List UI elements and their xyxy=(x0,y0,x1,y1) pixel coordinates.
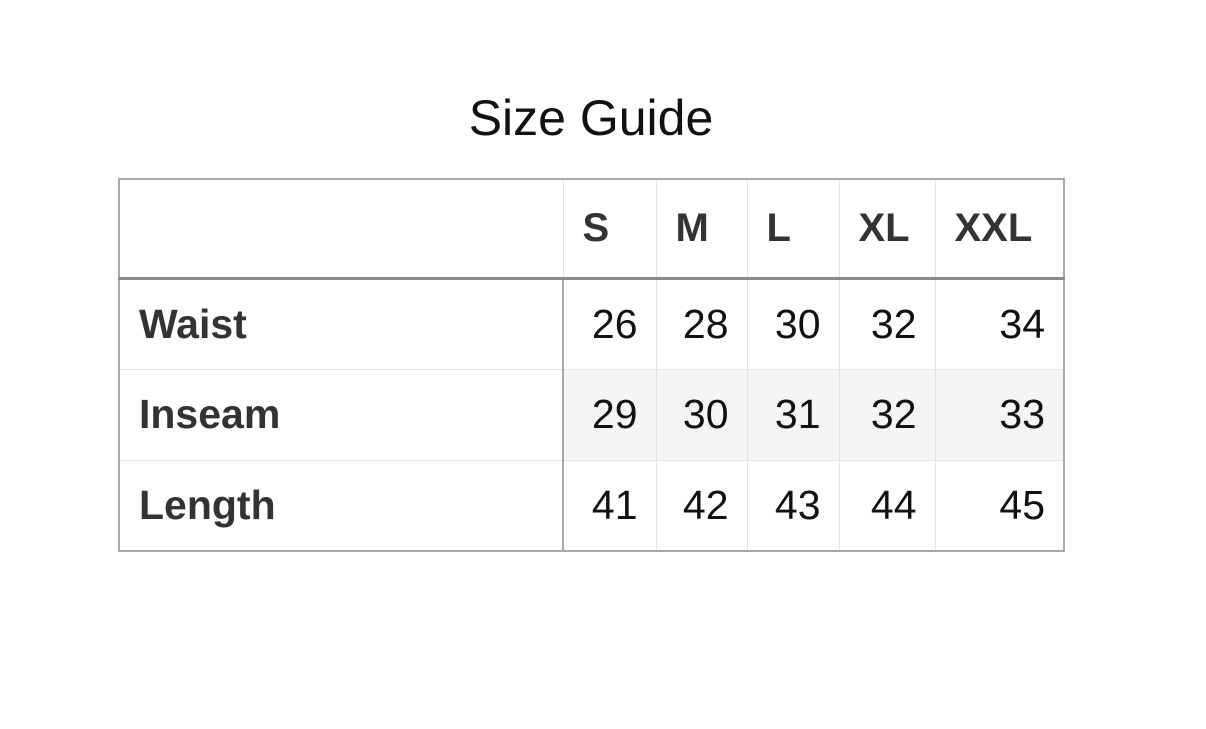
row-label: Length xyxy=(119,459,564,551)
header-size-s: S xyxy=(562,179,656,280)
table-cell: 30 xyxy=(655,368,747,460)
header-size-xl: XL xyxy=(838,179,935,280)
table-row-waist: Waist 26 28 30 32 34 xyxy=(119,277,1064,369)
table-cell: 44 xyxy=(838,459,935,551)
table-cell: 29 xyxy=(562,368,656,460)
header-blank-cell xyxy=(119,179,563,280)
table-cell: 31 xyxy=(746,368,839,460)
header-size-xxl: XXL xyxy=(934,179,1064,280)
header-size-m: M xyxy=(655,179,747,280)
page-title: Size Guide xyxy=(468,90,714,146)
table-cell: 45 xyxy=(934,459,1064,551)
table-cell: 26 xyxy=(562,277,656,369)
table-cell: 28 xyxy=(655,277,747,369)
table-cell: 32 xyxy=(838,277,935,369)
table-cell: 42 xyxy=(655,459,747,551)
table-cell: 41 xyxy=(562,459,656,551)
size-guide-table: S M L XL XXL Waist 26 28 30 32 34 Inseam… xyxy=(118,178,1065,552)
row-label: Waist xyxy=(119,277,564,369)
row-label: Inseam xyxy=(119,368,564,460)
header-size-l: L xyxy=(746,179,839,280)
table-row-inseam: Inseam 29 30 31 32 33 xyxy=(119,368,1064,460)
table-cell: 43 xyxy=(746,459,839,551)
table-cell: 30 xyxy=(746,277,839,369)
table-row-length: Length 41 42 43 44 45 xyxy=(119,459,1064,551)
table-cell: 34 xyxy=(934,277,1064,369)
header-row: S M L XL XXL xyxy=(119,179,1064,280)
table-cell: 33 xyxy=(934,368,1064,460)
table-cell: 32 xyxy=(838,368,935,460)
